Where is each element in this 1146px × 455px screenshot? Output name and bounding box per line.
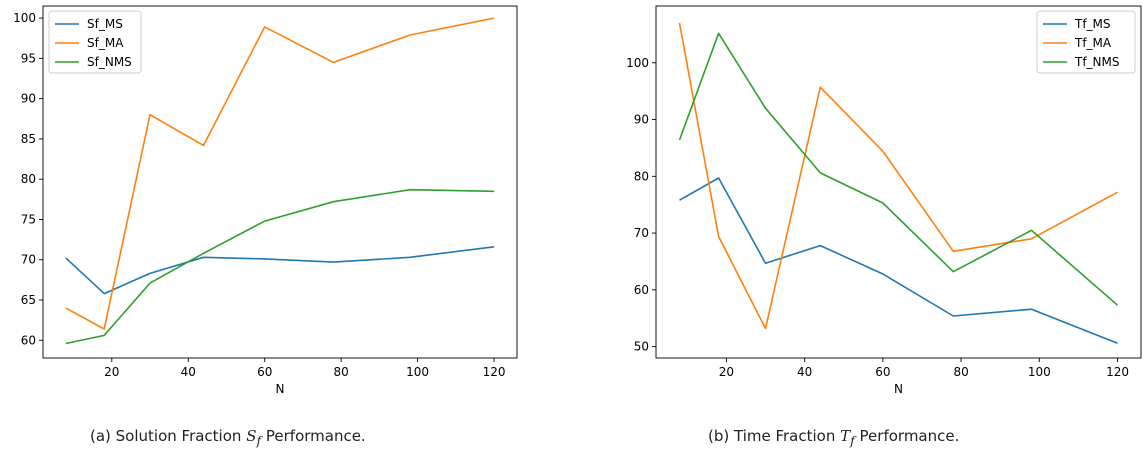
y-tick-label: 95 xyxy=(21,51,36,65)
caption-a: (a) Solution Fraction Sf Performance. xyxy=(90,427,366,448)
y-tick-label: 70 xyxy=(634,226,649,240)
x-tick-label: 80 xyxy=(334,365,349,379)
legend-box xyxy=(48,10,142,74)
y-tick-label: 80 xyxy=(634,169,649,183)
x-tick-label: 120 xyxy=(1106,365,1129,379)
legend-label: Tf_NMS xyxy=(1074,55,1120,69)
y-tick-label: 50 xyxy=(634,340,649,354)
y-tick-label: 90 xyxy=(634,113,649,127)
series-line-sf-nms xyxy=(65,188,495,345)
legend-label: Sf_MS xyxy=(87,17,123,31)
x-tick-label: 80 xyxy=(953,365,968,379)
y-tick-label: 100 xyxy=(13,11,36,25)
y-tick-label: 100 xyxy=(626,56,649,70)
legend-label: Tf_MA xyxy=(1074,36,1112,50)
series-line-tf-ma xyxy=(678,22,1118,330)
x-tick-label: 60 xyxy=(875,365,890,379)
legend-label: Sf_NMS xyxy=(87,55,132,69)
y-tick-label: 90 xyxy=(21,92,36,106)
x-tick-label: 40 xyxy=(797,365,812,379)
y-tick-label: 80 xyxy=(21,172,36,186)
legend: Sf_MS Sf_MA Sf_NMS xyxy=(48,10,142,74)
series-line-sf-ma xyxy=(65,17,495,330)
y-tick-label: 60 xyxy=(634,283,649,297)
axes-frame xyxy=(42,5,518,359)
figure: 20 40 60 80 100 1206065707580859095100NSf_MSS… xyxy=(13,5,1142,396)
x-tick-label: 40 xyxy=(181,365,196,379)
y-tick-label: 85 xyxy=(21,132,36,146)
chart-b: 20 40 60 80 100 1205060708090100NTf_MSTf_MATf… xyxy=(626,5,1142,396)
x-axis-label: N xyxy=(276,382,285,396)
series-line-tf-ms xyxy=(679,177,1118,344)
x-tick-label: 20 xyxy=(104,365,119,379)
legend: Tf_MS Tf_MA Tf_NMS xyxy=(1036,10,1136,74)
axes-frame xyxy=(655,5,1142,359)
x-tick-label: 60 xyxy=(257,365,272,379)
legend-label: Tf_MS xyxy=(1074,17,1111,31)
series-line-sf-ms xyxy=(65,246,495,295)
x-tick-label: 20 xyxy=(719,365,734,379)
x-tick-label: 120 xyxy=(483,365,506,379)
x-tick-label: 100 xyxy=(1028,365,1051,379)
legend-label: Sf_MA xyxy=(87,36,124,50)
y-tick-label: 75 xyxy=(21,212,36,226)
y-tick-label: 65 xyxy=(21,293,36,307)
legend-box xyxy=(1036,10,1136,74)
y-tick-label: 70 xyxy=(21,253,36,267)
x-tick-label: 100 xyxy=(406,365,429,379)
chart-a: 20 40 60 80 100 1206065707580859095100NSf_MSS… xyxy=(13,5,518,396)
y-tick-label: 60 xyxy=(21,333,36,347)
x-axis-label: N xyxy=(894,382,903,396)
series-line-tf-nms xyxy=(678,32,1119,306)
caption-b: (b) Time Fraction Tf Performance. xyxy=(708,427,960,448)
